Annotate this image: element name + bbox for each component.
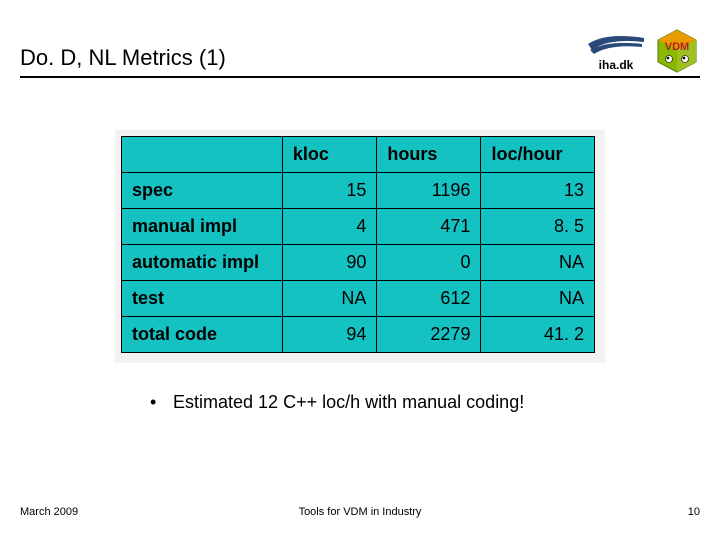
cell-kloc: NA (282, 281, 377, 317)
cell-rate: 41. 2 (481, 317, 595, 353)
table-row: automatic impl900NA (122, 245, 595, 281)
slide-title: Do. D, NL Metrics (1) (20, 45, 700, 75)
metrics-table: kloc hours loc/hour spec15119613manual i… (121, 136, 595, 353)
footer-page: 10 (688, 506, 700, 518)
cell-rate: NA (481, 245, 595, 281)
footer-title: Tools for VDM in Industry (299, 506, 422, 518)
bullet-text: Estimated 12 C++ loc/h with manual codin… (173, 392, 524, 412)
title-underline (20, 76, 700, 78)
header: Do. D, NL Metrics (1) (20, 45, 700, 75)
cell-hours: 0 (377, 245, 481, 281)
cell-kloc: 4 (282, 209, 377, 245)
row-label: test (122, 281, 283, 317)
table-row: spec15119613 (122, 173, 595, 209)
bullet-dot-icon: • (150, 392, 168, 413)
cell-kloc: 90 (282, 245, 377, 281)
table-row: manual impl44718. 5 (122, 209, 595, 245)
cell-rate: 13 (481, 173, 595, 209)
row-label: spec (122, 173, 283, 209)
cell-kloc: 94 (282, 317, 377, 353)
cell-rate: 8. 5 (481, 209, 595, 245)
col-empty (122, 137, 283, 173)
table-row: total code94227941. 2 (122, 317, 595, 353)
row-label: total code (122, 317, 283, 353)
footer-date: March 2009 (20, 506, 78, 518)
table-header-row: kloc hours loc/hour (122, 137, 595, 173)
row-label: automatic impl (122, 245, 283, 281)
footer: March 2009 Tools for VDM in Industry 10 (20, 506, 700, 518)
col-kloc: kloc (282, 137, 377, 173)
cell-rate: NA (481, 281, 595, 317)
cell-hours: 612 (377, 281, 481, 317)
metrics-table-wrap: kloc hours loc/hour spec15119613manual i… (115, 130, 605, 363)
row-label: manual impl (122, 209, 283, 245)
cell-hours: 2279 (377, 317, 481, 353)
col-rate: loc/hour (481, 137, 595, 173)
cell-kloc: 15 (282, 173, 377, 209)
cell-hours: 1196 (377, 173, 481, 209)
col-hours: hours (377, 137, 481, 173)
bullet-line: • Estimated 12 C++ loc/h with manual cod… (150, 392, 524, 413)
cell-hours: 471 (377, 209, 481, 245)
table-row: testNA612NA (122, 281, 595, 317)
